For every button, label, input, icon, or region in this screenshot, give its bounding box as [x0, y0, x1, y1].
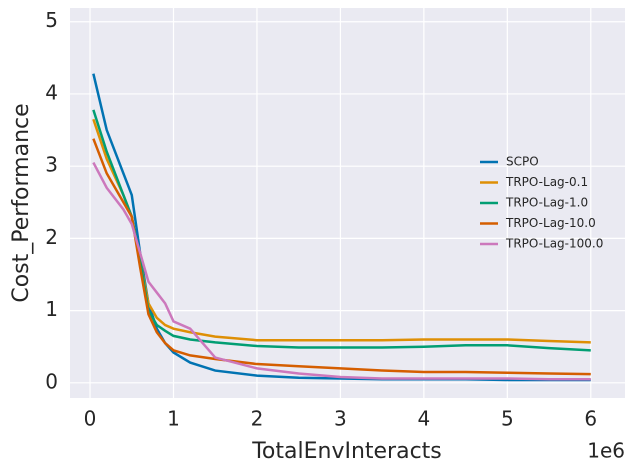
y-tick-label: 0 [45, 369, 58, 393]
plot-area [70, 8, 625, 398]
x-tick-label: 5 [501, 407, 514, 431]
x-tick-label: 1 [167, 407, 180, 431]
x-tick-label: 4 [417, 407, 430, 431]
legend-label: SCPO [506, 155, 539, 169]
x-tick-label: 0 [84, 407, 97, 431]
line [92, 161, 591, 381]
y-tick-label: 4 [45, 80, 58, 104]
y-tick-label: 3 [45, 153, 58, 177]
legend-label: TRPO-Lag-1.0 [505, 196, 588, 210]
x-tick-label: 2 [251, 407, 264, 431]
y-tick-label: 2 [45, 225, 58, 249]
y-tick-label: 1 [45, 297, 58, 321]
legend-label: TRPO-Lag-0.1 [505, 175, 588, 189]
x-axis-label: TotalEnvInteracts [251, 439, 442, 464]
x-tick-label: 3 [334, 407, 347, 431]
y-tick-label: 5 [45, 8, 58, 32]
legend-label: TRPO-Lag-100.0 [505, 237, 603, 251]
legend-label: TRPO-Lag-10.0 [505, 216, 596, 230]
x-offset-label: 1e6 [587, 439, 625, 463]
x-tick-label: 6 [584, 407, 597, 431]
y-axis-label: Cost_Performance [9, 103, 34, 302]
